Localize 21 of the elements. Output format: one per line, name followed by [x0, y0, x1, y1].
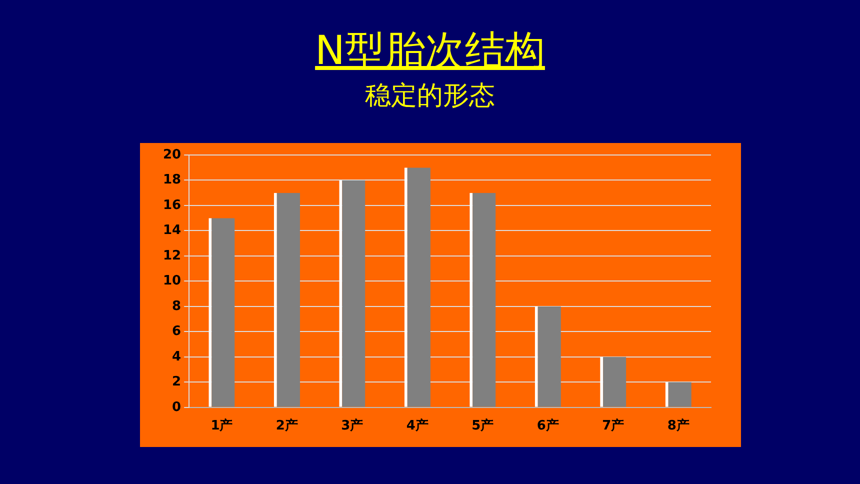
x-tick-label: 5产	[472, 418, 494, 434]
chart-title: N型胎次结构	[315, 28, 545, 74]
x-tick-label: 4产	[406, 418, 428, 434]
y-tick-label: 20	[162, 147, 182, 162]
x-tick-label: 2产	[276, 418, 298, 434]
x-tick-label: 7产	[602, 418, 624, 434]
y-tick-label: 16	[162, 198, 182, 213]
y-tick-label: 4	[172, 349, 182, 364]
y-tick-label: 12	[162, 248, 182, 264]
y-tick-label: 2	[172, 374, 182, 390]
y-tick-label: 0	[172, 400, 182, 415]
y-tick-label: 18	[162, 172, 182, 188]
y-tick-label: 6	[172, 324, 182, 340]
x-tick-label: 1产	[210, 418, 233, 434]
chart-subtitle: 稳定的形态	[364, 80, 496, 112]
y-tick-label: 14	[162, 223, 182, 238]
x-tick-label: 6产	[536, 418, 559, 434]
x-tick-label: 3产	[341, 418, 364, 434]
y-tick-label: 8	[172, 298, 182, 314]
y-tick-label: 10	[162, 274, 182, 289]
x-tick-label: 8产	[667, 418, 690, 434]
